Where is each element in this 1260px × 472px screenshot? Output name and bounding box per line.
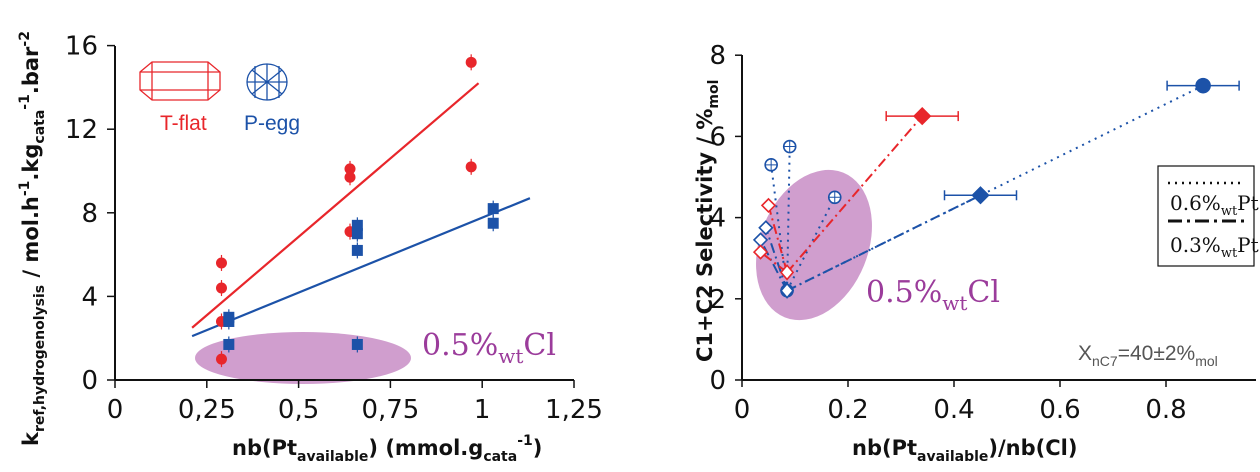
legend-0.3-pt: 0.3%wtPt	[1170, 233, 1259, 261]
left-y-tick-label: 8	[81, 199, 98, 229]
left-point-p-egg	[487, 217, 499, 229]
left-x-tick-label: 0,75	[361, 395, 419, 425]
left-x-tick-label: 1	[474, 395, 491, 425]
right-point-diamond	[752, 244, 769, 260]
left-x-tick-label: 0	[107, 395, 124, 425]
conversion-note: XnC7=40±2%mol	[1078, 342, 1218, 369]
left-fit-line-p-egg	[191, 197, 531, 338]
right-y-tick-label: 6	[709, 122, 726, 152]
left-y-axis-label: kref,hydrogenolysis / mol.h-1.kgcata-1.b…	[17, 31, 48, 446]
right-point-diamond	[913, 106, 932, 126]
right-hub-point	[779, 282, 795, 299]
right-y-tick-label: 2	[709, 285, 726, 315]
right-point-diamond	[758, 220, 774, 236]
right-x-tick-label: 0.8	[1145, 395, 1186, 425]
t-flat-crystal-icon	[139, 61, 221, 101]
left-y-tick-label: 0	[81, 366, 98, 396]
right-point-cross	[783, 140, 796, 153]
left-point-t-flat	[215, 282, 227, 294]
left-point-t-flat	[215, 353, 227, 365]
right-point-circle	[1195, 77, 1211, 94]
right-y-tick-label: 8	[709, 41, 726, 71]
left-point-p-egg	[487, 203, 499, 215]
right-connector-line	[767, 205, 789, 273]
left-chlorine-label: 0.5%wtCl	[422, 328, 556, 368]
right-connector-line	[759, 251, 788, 274]
left-point-p-egg	[351, 338, 363, 350]
right-hub-point	[779, 264, 795, 281]
left-point-t-flat	[465, 56, 477, 68]
left-fit-line-t-flat	[191, 82, 480, 329]
right-y-axis-label: C1+C2 Selectivity / %mol	[693, 80, 722, 362]
left-x-tick-label: 0,25	[178, 395, 236, 425]
left-point-p-egg	[351, 219, 363, 231]
right-connector-line	[764, 227, 788, 291]
left-point-p-egg	[351, 244, 363, 256]
right-legend: 0.6%wtPt 0.3%wtPt	[1157, 165, 1259, 267]
right-connector-line	[786, 115, 923, 274]
left-point-t-flat	[344, 171, 356, 183]
right-x-tick-label: 0.6	[1039, 395, 1080, 425]
right-connector-line	[786, 146, 791, 291]
p-egg-crystal-icon	[246, 63, 288, 101]
left-x-tick-label: 1,25	[545, 395, 603, 425]
right-point-cross	[765, 158, 778, 171]
left-point-p-egg	[351, 228, 363, 240]
right-chart: 0 0.2 0.4 0.6 0.8 0 2 4 6 8 0.5%wtCl XnC7=40±2%mo…	[693, 41, 1259, 465]
right-y-tick-label: 0	[709, 366, 726, 396]
right-point-diamond	[760, 197, 777, 214]
right-x-tick-label: 0	[734, 395, 751, 425]
left-chart: 0 0,25 0,5 0,75 1 1,25 0 4 8 12 16 T-flat P-egg 0.…	[17, 31, 603, 465]
right-x-tick-label: 0.2	[827, 395, 868, 425]
left-point-p-egg	[223, 315, 235, 327]
legend-t-flat: T-flat	[160, 112, 207, 135]
legend-0.6-pt: 0.6%wtPt	[1170, 191, 1259, 219]
legend-p-egg: P-egg	[244, 112, 300, 135]
right-chlorine-label: 0.5%wtCl	[866, 275, 1000, 315]
right-connector-line	[786, 84, 1204, 292]
right-x-tick-label: 0.4	[933, 395, 974, 425]
right-y-tick-label: 4	[709, 204, 726, 234]
left-y-tick-label: 12	[65, 115, 98, 145]
right-x-axis-label: nb(Ptavailable)/nb(Cl)	[852, 436, 1077, 465]
left-x-axis-label: nb(Ptavailable) (mmol.gcata-1)	[232, 433, 542, 465]
left-point-p-egg	[223, 338, 235, 350]
left-x-tick-label: 0,5	[278, 395, 319, 425]
right-connector-line	[759, 239, 788, 292]
right-point-diamond	[971, 186, 990, 205]
left-point-t-flat	[215, 257, 227, 269]
left-y-tick-label: 4	[81, 282, 98, 312]
right-connector-line	[786, 194, 981, 292]
left-point-t-flat	[465, 161, 477, 173]
left-y-tick-label: 16	[65, 32, 98, 62]
right-point-cross	[828, 191, 841, 204]
left-point-t-flat	[344, 163, 356, 175]
